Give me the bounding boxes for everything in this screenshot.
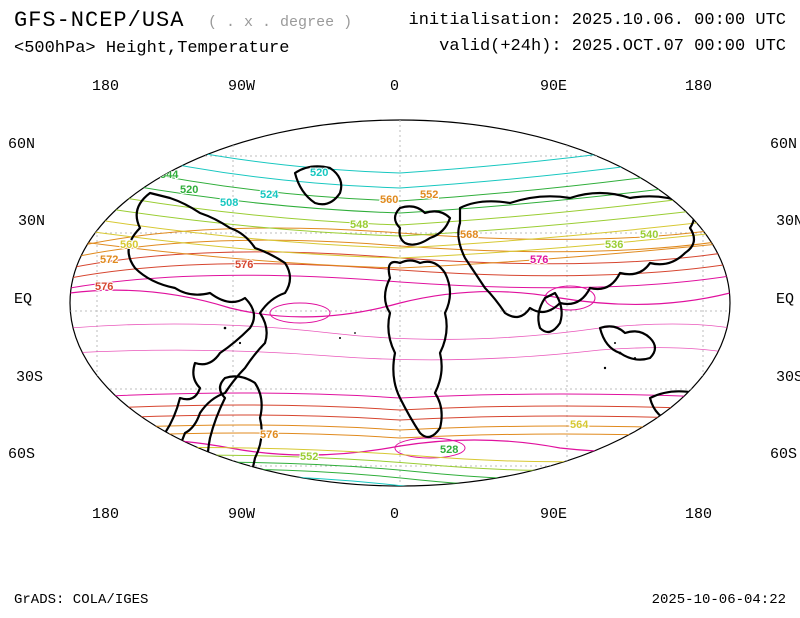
svg-text:576: 576 xyxy=(260,429,278,441)
svg-text:506: 506 xyxy=(200,474,218,486)
svg-text:520: 520 xyxy=(180,184,198,196)
weather-map-app: { "header": { "title_line1": "GFS-NCEP/U… xyxy=(0,0,800,618)
map-title: GFS-NCEP/USA xyxy=(14,8,184,33)
map-subtitle: <500hPa> Height,Temperature xyxy=(14,39,352,58)
bottom-axis-label-2: 0 xyxy=(390,506,399,523)
svg-text:576: 576 xyxy=(235,259,253,271)
top-axis-label-0: 180 xyxy=(92,78,119,95)
timestamp-footer: 2025-10-06-04:22 xyxy=(652,592,786,608)
svg-text:544: 544 xyxy=(160,169,179,181)
svg-text:576: 576 xyxy=(95,281,113,293)
top-axis-label-2: 0 xyxy=(390,78,399,95)
svg-text:568: 568 xyxy=(460,229,478,241)
svg-text:524: 524 xyxy=(700,194,719,206)
svg-text:528: 528 xyxy=(40,489,58,501)
svg-text:576: 576 xyxy=(530,254,548,266)
svg-text:480: 480 xyxy=(670,489,688,501)
svg-text:520: 520 xyxy=(310,167,328,179)
svg-text:564: 564 xyxy=(570,419,589,431)
header-right-block: initialisation: 2025.10.06. 00:00 UTC va… xyxy=(409,8,786,60)
initialisation-text: initialisation: 2025.10.06. 00:00 UTC xyxy=(409,8,786,34)
svg-text:492: 492 xyxy=(530,481,548,493)
svg-text:480: 480 xyxy=(400,501,418,508)
contour-map-svg: 544 520 508 524 520 548 560 552 568 560 … xyxy=(0,98,800,508)
bottom-axis-label-4: 180 xyxy=(685,506,712,523)
svg-text:488: 488 xyxy=(620,487,638,499)
svg-text:500: 500 xyxy=(500,477,518,489)
svg-text:572: 572 xyxy=(100,254,118,266)
svg-text:496: 496 xyxy=(185,494,203,506)
svg-text:564: 564 xyxy=(80,479,99,491)
top-axis-label-4: 180 xyxy=(685,78,712,95)
bottom-axis-label-3: 90E xyxy=(540,506,567,523)
svg-text:552: 552 xyxy=(300,451,318,463)
svg-text:524: 524 xyxy=(260,189,279,201)
header-left-block: GFS-NCEP/USA ( . x . degree ) <500hPa> H… xyxy=(14,8,352,58)
valid-time-text: valid(+24h): 2025.OCT.07 00:00 UTC xyxy=(409,34,786,60)
svg-text:548: 548 xyxy=(350,219,368,231)
svg-text:512: 512 xyxy=(300,484,318,496)
svg-text:500: 500 xyxy=(210,487,228,499)
svg-text:528: 528 xyxy=(440,444,458,456)
svg-text:552: 552 xyxy=(420,189,438,201)
top-axis-label-1: 90W xyxy=(228,78,255,95)
map-area: 180 90W 0 90E 180 180 90W 0 90E 180 60N … xyxy=(0,78,800,530)
svg-text:536: 536 xyxy=(120,469,138,481)
bottom-axis-label-1: 90W xyxy=(228,506,255,523)
svg-text:568: 568 xyxy=(40,439,58,451)
svg-text:560: 560 xyxy=(120,239,138,251)
svg-text:508: 508 xyxy=(220,197,238,209)
svg-text:568: 568 xyxy=(130,444,148,456)
bottom-axis-label-0: 180 xyxy=(92,506,119,523)
svg-text:536: 536 xyxy=(605,239,623,251)
source-footer: GrADS: COLA/IGES xyxy=(14,592,148,608)
svg-text:540: 540 xyxy=(640,229,658,241)
svg-text:560: 560 xyxy=(380,194,398,206)
svg-text:480: 480 xyxy=(160,502,178,508)
svg-text:468: 468 xyxy=(130,497,148,508)
top-axis-label-3: 90E xyxy=(540,78,567,95)
degree-note: ( . x . degree ) xyxy=(208,14,352,31)
svg-text:496: 496 xyxy=(555,477,573,489)
